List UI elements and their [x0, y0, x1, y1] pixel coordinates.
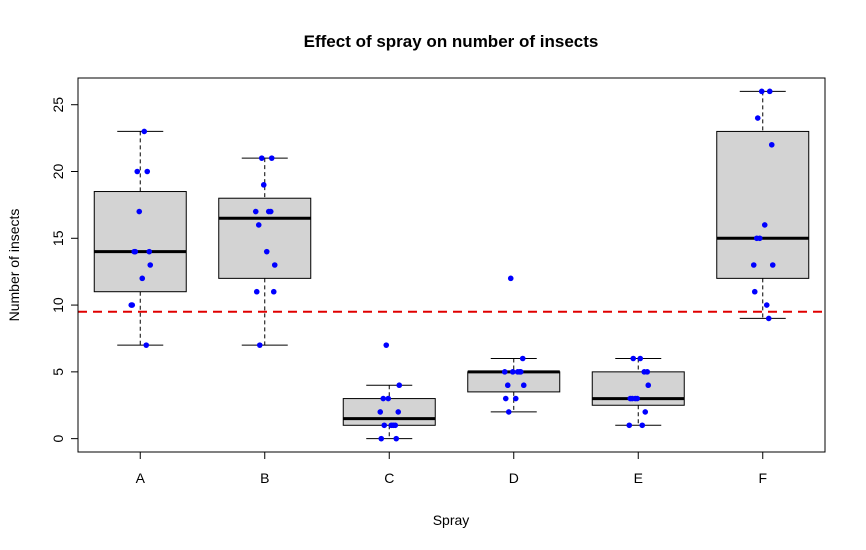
- data-point-d: [501, 369, 508, 375]
- data-point-f: [751, 288, 758, 295]
- data-point-c: [377, 409, 384, 415]
- data-point-c: [395, 409, 402, 415]
- data-point-f: [754, 115, 761, 121]
- x-axis: A B C D E F: [136, 451, 767, 486]
- box-f: [716, 130, 810, 279]
- data-point-d: [512, 395, 519, 402]
- data-point-a: [139, 275, 146, 282]
- x-tick-label: B: [260, 470, 269, 486]
- data-point-c: [378, 435, 385, 442]
- points-layer: [128, 88, 776, 442]
- box-d: [467, 371, 561, 393]
- plot-frame: [77, 77, 826, 453]
- data-point-b: [270, 288, 277, 295]
- data-point-d: [505, 409, 512, 415]
- data-point-f: [769, 262, 776, 268]
- data-point-a: [144, 168, 151, 175]
- data-point-e: [644, 369, 651, 375]
- data-point-b: [265, 208, 272, 215]
- data-point-e: [637, 355, 644, 362]
- data-point-b: [258, 155, 265, 161]
- data-point-a: [136, 208, 143, 215]
- data-point-c: [383, 342, 390, 348]
- x-tick-label: D: [509, 470, 519, 486]
- data-point-d: [507, 275, 514, 282]
- data-point-b: [263, 248, 270, 255]
- data-point-d: [519, 355, 526, 362]
- x-tick-label: F: [758, 470, 767, 486]
- data-point-f: [761, 222, 768, 228]
- x-tick-label: C: [384, 470, 394, 486]
- boxes-layer: [93, 90, 810, 440]
- box-a: [93, 191, 187, 293]
- y-axis: 0 5 10 15 20 25: [50, 97, 79, 443]
- data-point-c: [385, 395, 392, 402]
- data-point-e: [630, 355, 637, 362]
- data-point-a: [141, 128, 148, 135]
- y-tick-label: 10: [50, 297, 66, 313]
- data-point-f: [750, 262, 757, 268]
- data-point-b: [255, 222, 262, 228]
- data-point-a: [146, 248, 153, 255]
- data-point-e: [639, 422, 646, 429]
- data-point-b: [271, 262, 278, 268]
- data-point-d: [504, 382, 511, 389]
- data-point-e: [645, 382, 652, 389]
- data-point-b: [260, 182, 267, 188]
- data-point-f: [758, 88, 765, 95]
- x-axis-label: Spray: [433, 512, 470, 528]
- data-point-a: [134, 168, 141, 175]
- data-point-e: [629, 395, 636, 402]
- y-tick-label: 0: [50, 435, 66, 443]
- data-point-c: [381, 422, 388, 429]
- data-point-d: [502, 395, 509, 402]
- data-point-c: [396, 382, 403, 389]
- y-tick-label: 20: [50, 164, 66, 180]
- box-c: [342, 398, 436, 426]
- data-point-b: [252, 208, 259, 215]
- data-point-a: [128, 302, 135, 308]
- y-axis-label: Number of insects: [6, 209, 22, 322]
- y-tick-label: 5: [50, 368, 66, 376]
- data-point-b: [256, 342, 263, 348]
- y-tick-label: 25: [50, 97, 66, 113]
- data-point-b: [253, 288, 260, 295]
- data-point-a: [143, 342, 150, 348]
- chart-title: Effect of spray on number of insects: [304, 32, 599, 51]
- data-point-a: [132, 248, 139, 255]
- data-point-f: [753, 235, 760, 242]
- data-point-f: [765, 315, 772, 322]
- box-b: [218, 197, 312, 279]
- x-tick-label: A: [136, 470, 146, 486]
- data-point-f: [768, 141, 775, 148]
- data-point-f: [766, 88, 773, 95]
- x-tick-label: E: [634, 470, 643, 486]
- data-point-f: [763, 302, 770, 308]
- y-tick-label: 15: [50, 230, 66, 246]
- data-point-c: [390, 422, 397, 429]
- data-point-e: [626, 422, 633, 429]
- data-point-d: [509, 369, 516, 375]
- data-point-e: [642, 409, 649, 415]
- data-point-b: [268, 155, 275, 161]
- data-point-d: [517, 369, 524, 375]
- data-point-c: [380, 395, 387, 402]
- data-point-e: [634, 395, 641, 402]
- data-point-c: [393, 435, 400, 442]
- data-point-d: [520, 382, 527, 389]
- data-point-a: [147, 262, 154, 268]
